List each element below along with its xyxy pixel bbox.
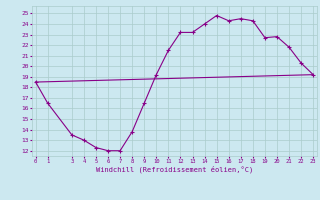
X-axis label: Windchill (Refroidissement éolien,°C): Windchill (Refroidissement éolien,°C) [96,165,253,173]
